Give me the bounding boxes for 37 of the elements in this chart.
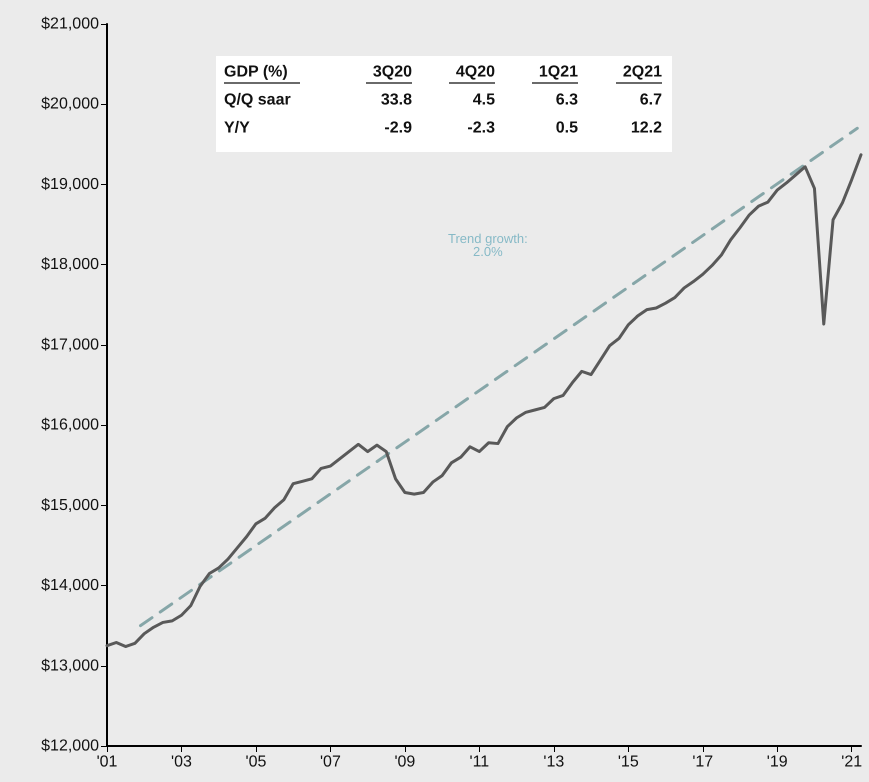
y-tick-label: $18,000: [41, 256, 100, 274]
y-tick-label: $14,000: [41, 577, 100, 594]
annotation: 4.5: [472, 92, 496, 108]
annotation: 0.5: [556, 120, 578, 136]
x-tick-label: '15: [618, 754, 639, 770]
x-tick-label: '19: [766, 754, 788, 770]
x-tick-label: '11: [470, 754, 490, 770]
annotation: -2.3: [467, 120, 496, 136]
annotation: 1Q21: [538, 64, 578, 80]
annotation: Q/Q saar: [224, 92, 291, 108]
annotation: GDP (%): [224, 64, 288, 80]
y-tick-label: $16,000: [41, 416, 100, 434]
y-tick-label: $21,000: [41, 16, 100, 32]
annotation: 6.7: [640, 92, 662, 108]
y-tick-label: $15,000: [41, 496, 100, 514]
x-tick-label: '21: [841, 754, 862, 770]
x-tick-label: '07: [320, 754, 341, 770]
y-tick-label: $19,000: [41, 176, 100, 193]
annotation: 33.8: [380, 92, 412, 108]
annotation: -2.9: [384, 120, 412, 136]
y-tick-label: $12,000: [41, 738, 100, 754]
x-tick-label: '05: [246, 754, 266, 770]
x-tick-label: '01: [96, 754, 118, 770]
annotation: 2Q21: [622, 64, 662, 80]
y-tick-label: $20,000: [41, 96, 100, 113]
annotation: Y/Y: [224, 120, 250, 136]
annotation: 6.3: [556, 92, 578, 108]
x-tick-label: '03: [171, 754, 192, 770]
y-tick-label: $17,000: [41, 336, 100, 354]
annotation: 12.2: [630, 120, 662, 136]
x-tick-label: '17: [692, 754, 714, 770]
annotation: 3Q20: [372, 64, 412, 80]
annotation: 4Q20: [456, 64, 496, 80]
x-tick-label: '09: [394, 754, 416, 770]
x-tick-label: '13: [543, 754, 564, 770]
y-tick-label: $13,000: [41, 657, 100, 674]
annotation: Trend growth: 2.0%: [448, 231, 528, 259]
